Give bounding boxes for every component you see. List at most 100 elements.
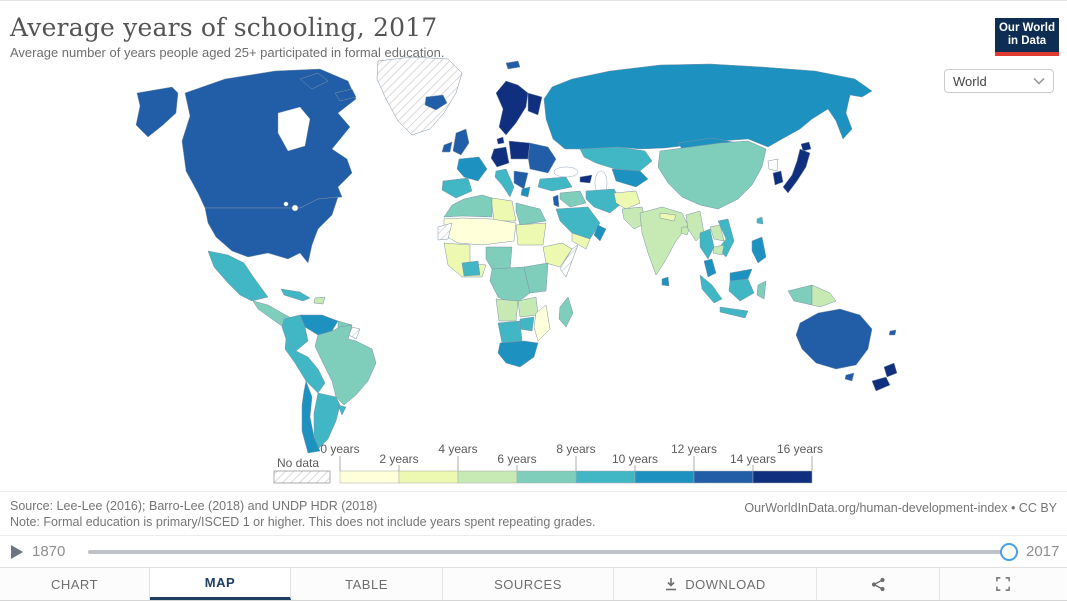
country-thailand[interactable] (699, 228, 715, 260)
region-malaysia-borneo[interactable] (729, 268, 753, 282)
country-germany[interactable] (490, 146, 510, 168)
timeline-handle[interactable] (1000, 543, 1018, 561)
country-new-zealand-north[interactable] (883, 362, 898, 378)
region-kenya-tanzania[interactable] (523, 262, 549, 294)
legend-bin-6-8[interactable] (516, 470, 577, 484)
country-laos[interactable] (709, 224, 725, 242)
country-greece[interactable] (520, 186, 531, 198)
region-nigeria-cameroon[interactable] (485, 246, 513, 270)
timeline-track[interactable] (88, 550, 1008, 554)
country-egypt[interactable] (515, 202, 547, 226)
country-south-africa[interactable] (497, 340, 539, 368)
island-java[interactable] (719, 306, 749, 319)
country-fiji[interactable] (888, 329, 897, 336)
legend-bin-14-16[interactable] (752, 470, 813, 484)
play-button[interactable] (10, 545, 24, 559)
country-france[interactable] (456, 156, 488, 182)
country-saudi-arabia[interactable] (555, 206, 601, 240)
country-greenland[interactable] (376, 56, 463, 136)
legend-bin-12-14[interactable] (693, 470, 754, 484)
island-sumatra[interactable] (699, 274, 723, 304)
country-italy[interactable] (494, 168, 515, 198)
region-namibia-botswana[interactable] (497, 320, 523, 344)
country-papua-new-guinea[interactable] (811, 284, 837, 308)
country-oman[interactable] (593, 224, 607, 242)
region-ghana-ivory-coast[interactable] (461, 260, 481, 277)
tab-map[interactable]: MAP (150, 568, 291, 600)
country-india[interactable] (639, 206, 689, 276)
legend-no-data-swatch[interactable] (273, 470, 331, 484)
country-afghanistan[interactable] (613, 190, 641, 210)
country-angola[interactable] (495, 298, 519, 322)
tab-table[interactable]: TABLE (291, 568, 443, 600)
country-cuba[interactable] (280, 288, 311, 302)
country-yemen[interactable] (571, 232, 591, 250)
attribution-link[interactable]: OurWorldInData.org/human-development-ind… (744, 501, 1057, 515)
country-madagascar[interactable] (558, 296, 574, 328)
region-syria-iraq[interactable] (559, 190, 587, 208)
region-central-asia[interactable] (611, 168, 649, 188)
arctic-islands-2[interactable] (334, 88, 357, 102)
region-caucasus[interactable] (579, 174, 593, 184)
country-israel[interactable] (552, 194, 560, 208)
region-indonesia-borneo[interactable] (728, 278, 755, 302)
tab-chart[interactable]: CHART (0, 568, 150, 600)
country-new-zealand-south[interactable] (871, 376, 891, 392)
country-iceland[interactable] (424, 94, 448, 111)
country-russia[interactable] (543, 63, 873, 152)
region-sahel[interactable] (443, 217, 517, 246)
country-china[interactable] (657, 140, 767, 210)
tab-sources[interactable]: SOURCES (443, 568, 614, 600)
region-morocco-algeria[interactable] (443, 194, 493, 218)
country-ireland[interactable] (441, 141, 453, 153)
legend-bin-0-2[interactable] (339, 470, 400, 484)
island-tasmania[interactable] (844, 372, 855, 382)
country-iran[interactable] (585, 188, 623, 214)
country-cambodia[interactable] (712, 244, 725, 256)
country-argentina[interactable] (313, 392, 341, 450)
country-uruguay[interactable] (337, 404, 347, 416)
tab-download[interactable]: DOWNLOAD (614, 568, 817, 600)
country-united-kingdom[interactable] (452, 128, 470, 156)
territory-western-sahara[interactable] (437, 222, 453, 241)
country-north-korea[interactable] (767, 158, 779, 172)
country-denmark[interactable] (496, 136, 505, 145)
country-sudan[interactable] (515, 222, 547, 246)
country-south-korea[interactable] (772, 170, 784, 186)
country-ethiopia[interactable] (542, 242, 573, 268)
legend-bin-4-6[interactable] (457, 470, 518, 484)
legend-bin-2-4[interactable] (398, 470, 459, 484)
region-iberia[interactable] (441, 177, 473, 199)
country-turkey[interactable] (537, 176, 573, 192)
country-somalia[interactable] (559, 244, 579, 278)
country-libya[interactable] (491, 197, 517, 222)
country-brazil[interactable] (314, 324, 377, 406)
island-hokkaido[interactable] (800, 141, 812, 152)
region-west-new-guinea[interactable] (787, 284, 813, 306)
country-kazakhstan[interactable] (579, 146, 653, 172)
country-taiwan[interactable] (756, 216, 764, 225)
country-japan[interactable] (782, 148, 811, 194)
region-balkans[interactable] (513, 170, 529, 190)
island-sulawesi[interactable] (756, 280, 767, 300)
region-poland-baltics[interactable] (508, 140, 531, 160)
arctic-islands[interactable] (299, 72, 329, 90)
tab-fullscreen[interactable] (940, 568, 1066, 600)
legend-bin-8-10[interactable] (575, 470, 636, 484)
country-sri-lanka[interactable] (661, 276, 670, 287)
region-ukraine-belarus[interactable] (527, 142, 557, 174)
country-alaska-us[interactable] (135, 86, 179, 138)
island-hispaniola[interactable] (313, 296, 326, 305)
country-malaysia[interactable] (703, 258, 717, 278)
legend-bin-10-12[interactable] (634, 470, 695, 484)
country-chile[interactable] (301, 380, 321, 454)
country-philippines[interactable] (751, 236, 767, 264)
tab-share[interactable] (817, 568, 940, 600)
country-mexico[interactable] (207, 250, 269, 302)
country-australia[interactable] (795, 308, 873, 370)
country-united-states[interactable] (204, 196, 339, 264)
island-svalbard[interactable] (505, 60, 521, 70)
region-norway-sweden[interactable] (495, 80, 529, 136)
country-canada[interactable] (181, 68, 357, 209)
region-peru-bolivia[interactable] (284, 338, 326, 394)
